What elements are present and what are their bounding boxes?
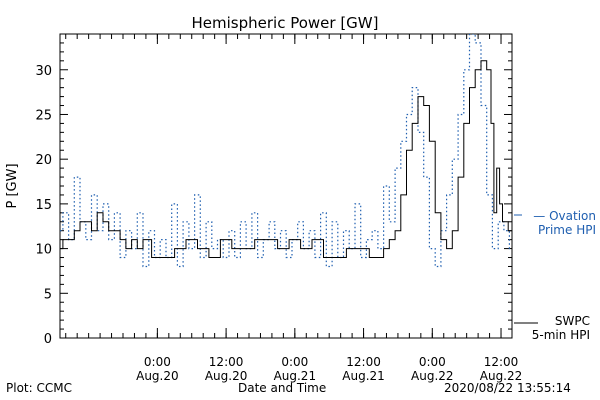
y-tick-label: 15 <box>35 198 52 213</box>
legend-swpc-label: 5-min HPI <box>532 328 590 342</box>
x-tick-date-label: Aug.20 <box>136 369 179 383</box>
series-layer <box>60 34 512 268</box>
swpc-series-line <box>60 60 512 258</box>
x-tick-time-label: 12:00 <box>346 355 381 369</box>
x-tick-date-label: Aug.22 <box>411 369 454 383</box>
y-tick-label: 5 <box>44 287 52 302</box>
y-axis-label: P [GW] <box>5 163 20 208</box>
plot-frame <box>59 33 513 339</box>
ovation-prime-series-line <box>60 34 512 268</box>
y-tick-label: 25 <box>35 108 52 123</box>
generation-timestamp: 2020/08/22 13:55:14 <box>444 381 571 395</box>
x-tick-time-label: 12:00 <box>484 355 519 369</box>
x-tick-time-label: 0:00 <box>419 355 446 369</box>
plot-credit: Plot: CCMC <box>6 381 72 395</box>
x-tick-date-label: Aug.22 <box>480 369 523 383</box>
legend-ovation-label: — Ovation <box>533 209 596 223</box>
legend-swpc-label: SWPC <box>555 314 590 328</box>
x-axis-label: Date and Time <box>238 381 327 395</box>
x-tick-time-label: 0:00 <box>281 355 308 369</box>
y-tick-label: 30 <box>35 64 52 79</box>
chart-title: Hemispheric Power [GW] <box>192 14 379 32</box>
x-axis-ticks: 0:00Aug.2012:00Aug.200:00Aug.2112:00Aug.… <box>65 34 523 383</box>
y-tick-label: 0 <box>44 332 52 347</box>
y-tick-label: 20 <box>35 153 52 168</box>
x-tick-time-label: 0:00 <box>144 355 171 369</box>
x-tick-date-label: Aug.21 <box>274 369 317 383</box>
y-tick-label: 10 <box>35 243 52 258</box>
y-axis-ticks: 0 5 10 15 20 25 30 <box>35 33 512 347</box>
x-tick-date-label: Aug.21 <box>342 369 385 383</box>
x-tick-time-label: 12:00 <box>209 355 244 369</box>
x-tick-date-label: Aug.20 <box>205 369 248 383</box>
legend-ovation-label: Prime HPI <box>538 223 596 237</box>
